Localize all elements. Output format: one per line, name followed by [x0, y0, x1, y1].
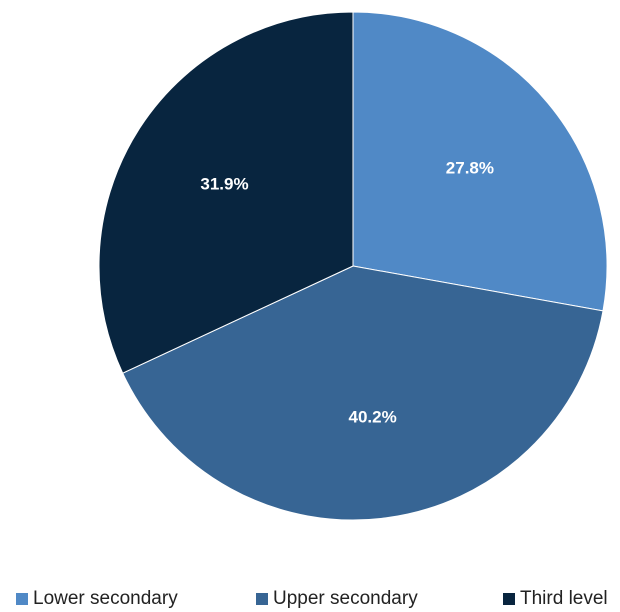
pie-slices: [98, 11, 608, 521]
legend-item-upper-secondary: Upper secondary: [256, 587, 418, 611]
legend-label: Third level: [520, 588, 608, 609]
legend-swatch: [256, 593, 268, 605]
legend-swatch: [503, 593, 515, 605]
data-label-third-level: 31.9%: [200, 175, 248, 194]
legend-item-third-level: Third level: [503, 587, 608, 611]
pie-slice-lower-secondary: [352, 11, 608, 312]
pie-chart: 27.8% 40.2% 31.9%: [98, 11, 608, 521]
legend-item-lower-secondary: Lower secondary: [16, 587, 178, 611]
legend-swatch: [16, 593, 28, 605]
data-label-upper-secondary: 40.2%: [348, 408, 396, 427]
legend-label: Lower secondary: [33, 588, 178, 609]
legend: Lower secondary Upper secondary Third le…: [0, 587, 620, 611]
pie-slice-third-level: [98, 11, 354, 374]
pie-data-labels: 27.8% 40.2% 31.9%: [200, 159, 494, 427]
legend-label: Upper secondary: [273, 588, 418, 609]
data-label-lower-secondary: 27.8%: [446, 159, 494, 178]
pie-slice-upper-secondary: [122, 265, 604, 521]
